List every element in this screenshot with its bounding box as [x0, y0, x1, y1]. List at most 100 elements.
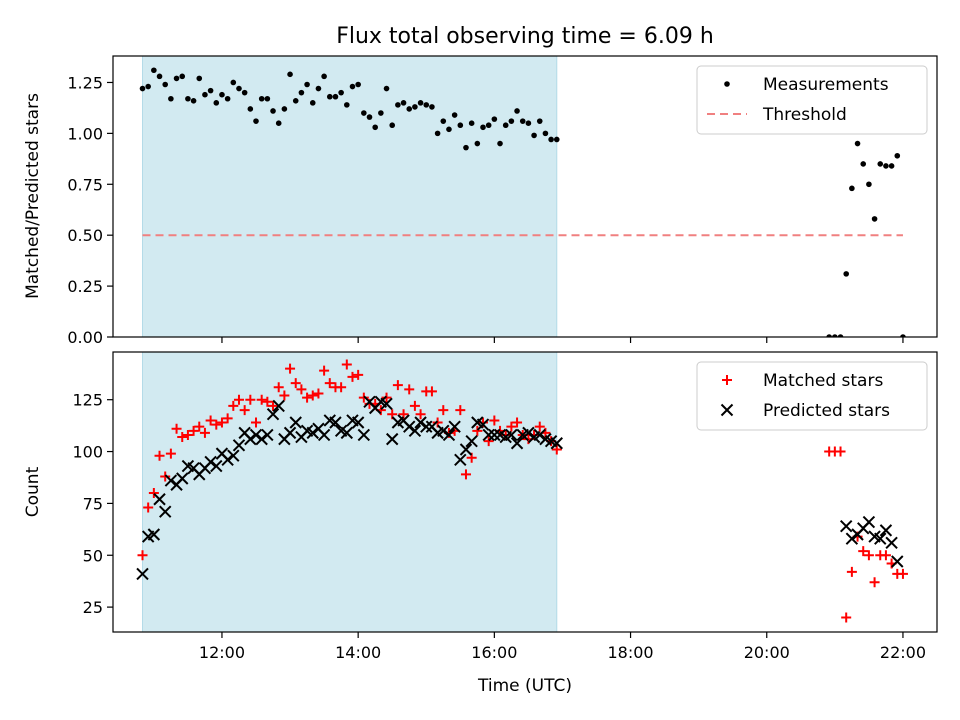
legend-label: Predicted stars	[763, 401, 890, 421]
predicted-star-point	[153, 493, 166, 506]
matched-star-point	[869, 577, 880, 588]
measurement-point	[179, 73, 186, 80]
predicted-star-point	[874, 532, 887, 545]
measurement-point	[241, 89, 248, 96]
measurement-point	[894, 152, 901, 159]
predicted-star-point	[147, 528, 161, 541]
measurement-point	[395, 102, 401, 108]
y-tick-label: 125	[72, 391, 103, 410]
predicted-star-point	[437, 424, 450, 438]
matched-star-point	[506, 421, 517, 432]
measurement-point	[429, 104, 435, 110]
matched-star-point	[216, 417, 227, 428]
predicted-star-point	[289, 416, 302, 429]
measurement-point	[389, 122, 396, 129]
matched-star-point	[381, 392, 392, 403]
measurement-point	[451, 112, 458, 118]
predicted-star-point	[465, 434, 478, 448]
predicted-star-point	[249, 428, 263, 442]
predicted-star-point	[306, 426, 319, 440]
legend-marker-dot	[724, 81, 730, 87]
y-tick-label: 0.50	[67, 226, 103, 245]
matched-star-point	[188, 425, 199, 436]
measurement-point	[877, 161, 884, 167]
observing-window-span	[142, 352, 558, 632]
matched-star-point	[245, 394, 256, 405]
measurement-point	[151, 67, 157, 74]
measurement-point	[287, 71, 293, 78]
measurement-point	[349, 83, 356, 90]
matched-star-point	[846, 566, 857, 577]
matched-star-point	[341, 359, 352, 370]
measurement-point	[145, 83, 151, 90]
predicted-star-point	[351, 416, 365, 429]
y-tick-label: 0.00	[67, 328, 103, 347]
measurement-point	[900, 334, 906, 337]
matched-star-point	[489, 415, 500, 426]
predicted-star-point	[340, 426, 354, 440]
predicted-star-point	[227, 449, 240, 462]
predicted-star-point	[204, 455, 217, 469]
matched-star-point	[239, 405, 250, 416]
matched-star-point	[483, 436, 494, 447]
top-y-axis-label: Matched/Predicted stars	[23, 93, 43, 299]
y-tick-label: 75	[83, 494, 103, 513]
predicted-star-point	[232, 439, 246, 452]
measurement-point	[866, 181, 872, 188]
predicted-star-point	[488, 428, 501, 442]
measurement-point	[854, 140, 861, 147]
matched-star-point	[835, 446, 846, 457]
measurement-point	[837, 334, 844, 337]
measurement-point	[326, 93, 333, 100]
measurement-point	[548, 136, 554, 143]
measurement-point	[270, 108, 276, 114]
predicted-star-point	[210, 459, 223, 473]
measurement-point	[173, 75, 180, 82]
predicted-star-point	[420, 420, 433, 433]
measurement-point	[843, 271, 850, 277]
measurement-point	[224, 95, 231, 102]
y-tick-label: 50	[83, 546, 103, 565]
measurement-point	[275, 120, 282, 126]
predicted-star-point	[550, 437, 563, 450]
legend: Measurements Threshold	[696, 65, 928, 135]
measurement-point	[190, 97, 197, 104]
predicted-star-point	[357, 428, 371, 442]
predicted-star-point	[221, 453, 234, 467]
measurement-point	[156, 73, 163, 80]
matched-star-point	[404, 384, 415, 395]
axes-frame	[112, 55, 938, 338]
measurement-point	[491, 116, 498, 122]
measurement-point	[440, 118, 447, 124]
matched-star-point	[279, 390, 290, 401]
matched-star-point	[358, 392, 369, 403]
measurement-point	[332, 93, 339, 100]
matched-star-point	[251, 417, 262, 428]
measurement-point	[361, 110, 367, 116]
x-tick-label: 14:00	[335, 643, 381, 662]
measurement-point	[514, 108, 520, 114]
matched-star-point	[262, 396, 273, 407]
measurement-point	[400, 100, 407, 106]
predicted-star-point	[448, 420, 461, 433]
measurement-point	[860, 161, 867, 167]
matched-star-point	[392, 380, 403, 391]
matched-star-point	[324, 378, 335, 389]
predicted-star-point	[885, 536, 898, 550]
measurement-point	[474, 140, 481, 147]
legend: Matched stars Predicted stars	[696, 361, 928, 431]
measurement-point	[417, 100, 424, 106]
predicted-star-point	[266, 408, 280, 421]
matched-star-point	[438, 405, 449, 416]
predicted-star-point	[459, 443, 473, 456]
predicted-star-point	[385, 432, 399, 446]
matched-star-point	[194, 421, 205, 432]
bottom-panel-counts: 25 50 75 100 125 12:00 14:00 16:00 18:00 20:00 22:…	[72, 351, 938, 662]
measurement-point	[536, 118, 543, 124]
plot-area	[136, 352, 908, 632]
measurement-point	[304, 81, 310, 88]
matched-star-point	[233, 394, 244, 405]
matched-star-point	[160, 471, 171, 482]
predicted-star-point	[380, 397, 393, 411]
legend-label: Threshold	[762, 105, 847, 125]
